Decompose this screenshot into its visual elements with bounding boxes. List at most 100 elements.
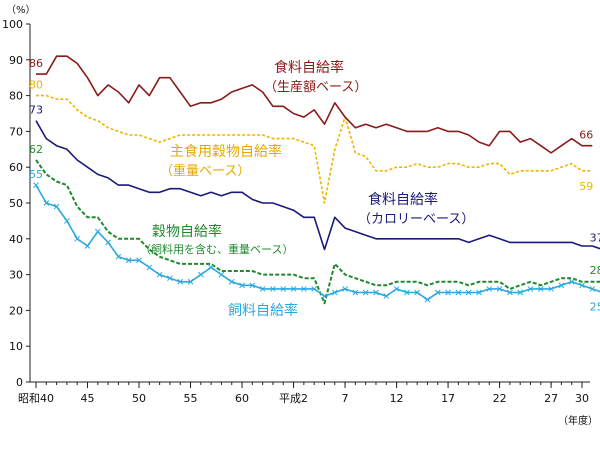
marker-stroke <box>537 286 544 292</box>
marker-feed <box>414 289 421 296</box>
marker-stroke <box>177 278 184 285</box>
marker-stroke <box>342 286 348 292</box>
marker-feed <box>53 203 60 210</box>
axes: 0 10 20 30 40 50 60 70 80 90 100 昭和40 45 50 55 60 平成2 7 12… <box>2 18 590 405</box>
marker-feed <box>105 239 111 246</box>
marker-stroke <box>74 235 81 242</box>
marker-stroke <box>167 275 173 282</box>
marker-stroke <box>64 218 70 224</box>
marker-stroke <box>558 282 565 289</box>
marker-feed <box>434 289 441 296</box>
marker-stroke <box>579 282 585 289</box>
marker-stroke <box>208 264 214 271</box>
y-tick-label: 10 <box>9 340 23 353</box>
marker-feed <box>239 282 245 289</box>
marker-stroke <box>259 286 266 292</box>
x-tick-label: 22 <box>493 392 507 405</box>
marker-stroke <box>362 289 369 296</box>
marker-stroke <box>136 257 142 264</box>
end-value-grain: 28 <box>590 264 600 277</box>
marker-feed <box>136 257 142 264</box>
marker-feed <box>342 286 348 292</box>
marker-feed <box>208 264 214 271</box>
marker-stroke <box>352 289 359 296</box>
label-feed: 飼料自給率 <box>228 302 298 319</box>
x-tick-label: 60 <box>235 392 249 405</box>
marker-feed <box>115 253 122 260</box>
marker-stroke <box>548 286 554 292</box>
marker-stroke <box>507 289 513 296</box>
marker-feed <box>352 289 359 296</box>
marker-stroke <box>290 286 297 292</box>
x-tick-label: 17 <box>441 392 455 405</box>
label-staple-food-line1: 主食用穀物自給率 <box>170 143 282 160</box>
x-tick-label: 55 <box>184 392 198 405</box>
x-tick-label: 50 <box>132 392 146 405</box>
marker-stroke <box>249 282 256 289</box>
x-tick-label: 7 <box>342 392 349 405</box>
marker-stroke <box>527 286 534 292</box>
marker-feed <box>290 286 297 292</box>
marker-feed <box>167 275 173 282</box>
marker-stroke <box>156 271 163 278</box>
marker-feed <box>74 235 81 242</box>
marker-feed <box>125 257 132 264</box>
marker-feed <box>362 289 369 296</box>
marker-feed <box>187 278 194 285</box>
marker-feed <box>589 286 596 292</box>
y-tick-label: 100 <box>2 18 23 31</box>
marker-feed <box>270 286 276 292</box>
series-line-staple_food <box>36 94 593 204</box>
series-line-production_value <box>36 55 593 154</box>
marker-stroke <box>331 289 338 296</box>
marker-stroke <box>84 243 91 249</box>
y-tick-label: 40 <box>9 233 23 246</box>
marker-feed <box>259 286 266 292</box>
start-value-production_value: 86 <box>29 57 43 70</box>
marker-feed <box>404 289 410 296</box>
marker-feed <box>476 289 482 296</box>
marker-stroke <box>414 289 421 296</box>
marker-stroke <box>146 264 153 271</box>
marker-stroke <box>300 286 307 292</box>
start-value-feed: 55 <box>29 168 43 181</box>
marker-feed <box>517 289 524 296</box>
marker-stroke <box>115 253 122 260</box>
marker-stroke <box>270 286 276 292</box>
marker-feed <box>558 282 565 289</box>
marker-feed <box>43 200 50 206</box>
marker-feed <box>321 293 328 299</box>
marker-feed <box>249 282 256 289</box>
start-value-staple_food: 80 <box>29 79 43 92</box>
marker-stroke <box>445 289 451 296</box>
marker-feed <box>64 218 70 224</box>
marker-stroke <box>94 228 101 235</box>
marker-feed <box>383 293 390 299</box>
y-tick-label: 0 <box>16 376 23 389</box>
series-line-grain <box>35 159 600 305</box>
marker-feed <box>527 286 534 292</box>
marker-stroke <box>434 289 441 296</box>
marker-stroke <box>43 200 50 206</box>
series-layer <box>33 55 600 305</box>
marker-stroke <box>383 293 390 299</box>
y-tick-label: 60 <box>9 161 23 174</box>
marker-feed <box>146 264 153 271</box>
marker-stroke <box>53 203 60 210</box>
marker-stroke <box>404 289 410 296</box>
marker-stroke <box>373 289 379 296</box>
marker-feed <box>568 278 575 285</box>
marker-stroke <box>455 289 462 296</box>
y-axis-unit-label: （%） <box>6 4 36 16</box>
label-calorie-line1: 食料自給率 <box>368 191 438 208</box>
marker-feed <box>280 286 287 292</box>
end-value-feed: 25 <box>590 301 600 314</box>
marker-stroke <box>321 293 328 299</box>
start-value-calorie: 73 <box>29 104 43 117</box>
marker-stroke <box>517 289 524 296</box>
marker-feed <box>424 296 431 303</box>
y-tick-label: 70 <box>9 125 23 138</box>
marker-feed <box>496 286 503 292</box>
marker-stroke <box>486 286 493 292</box>
